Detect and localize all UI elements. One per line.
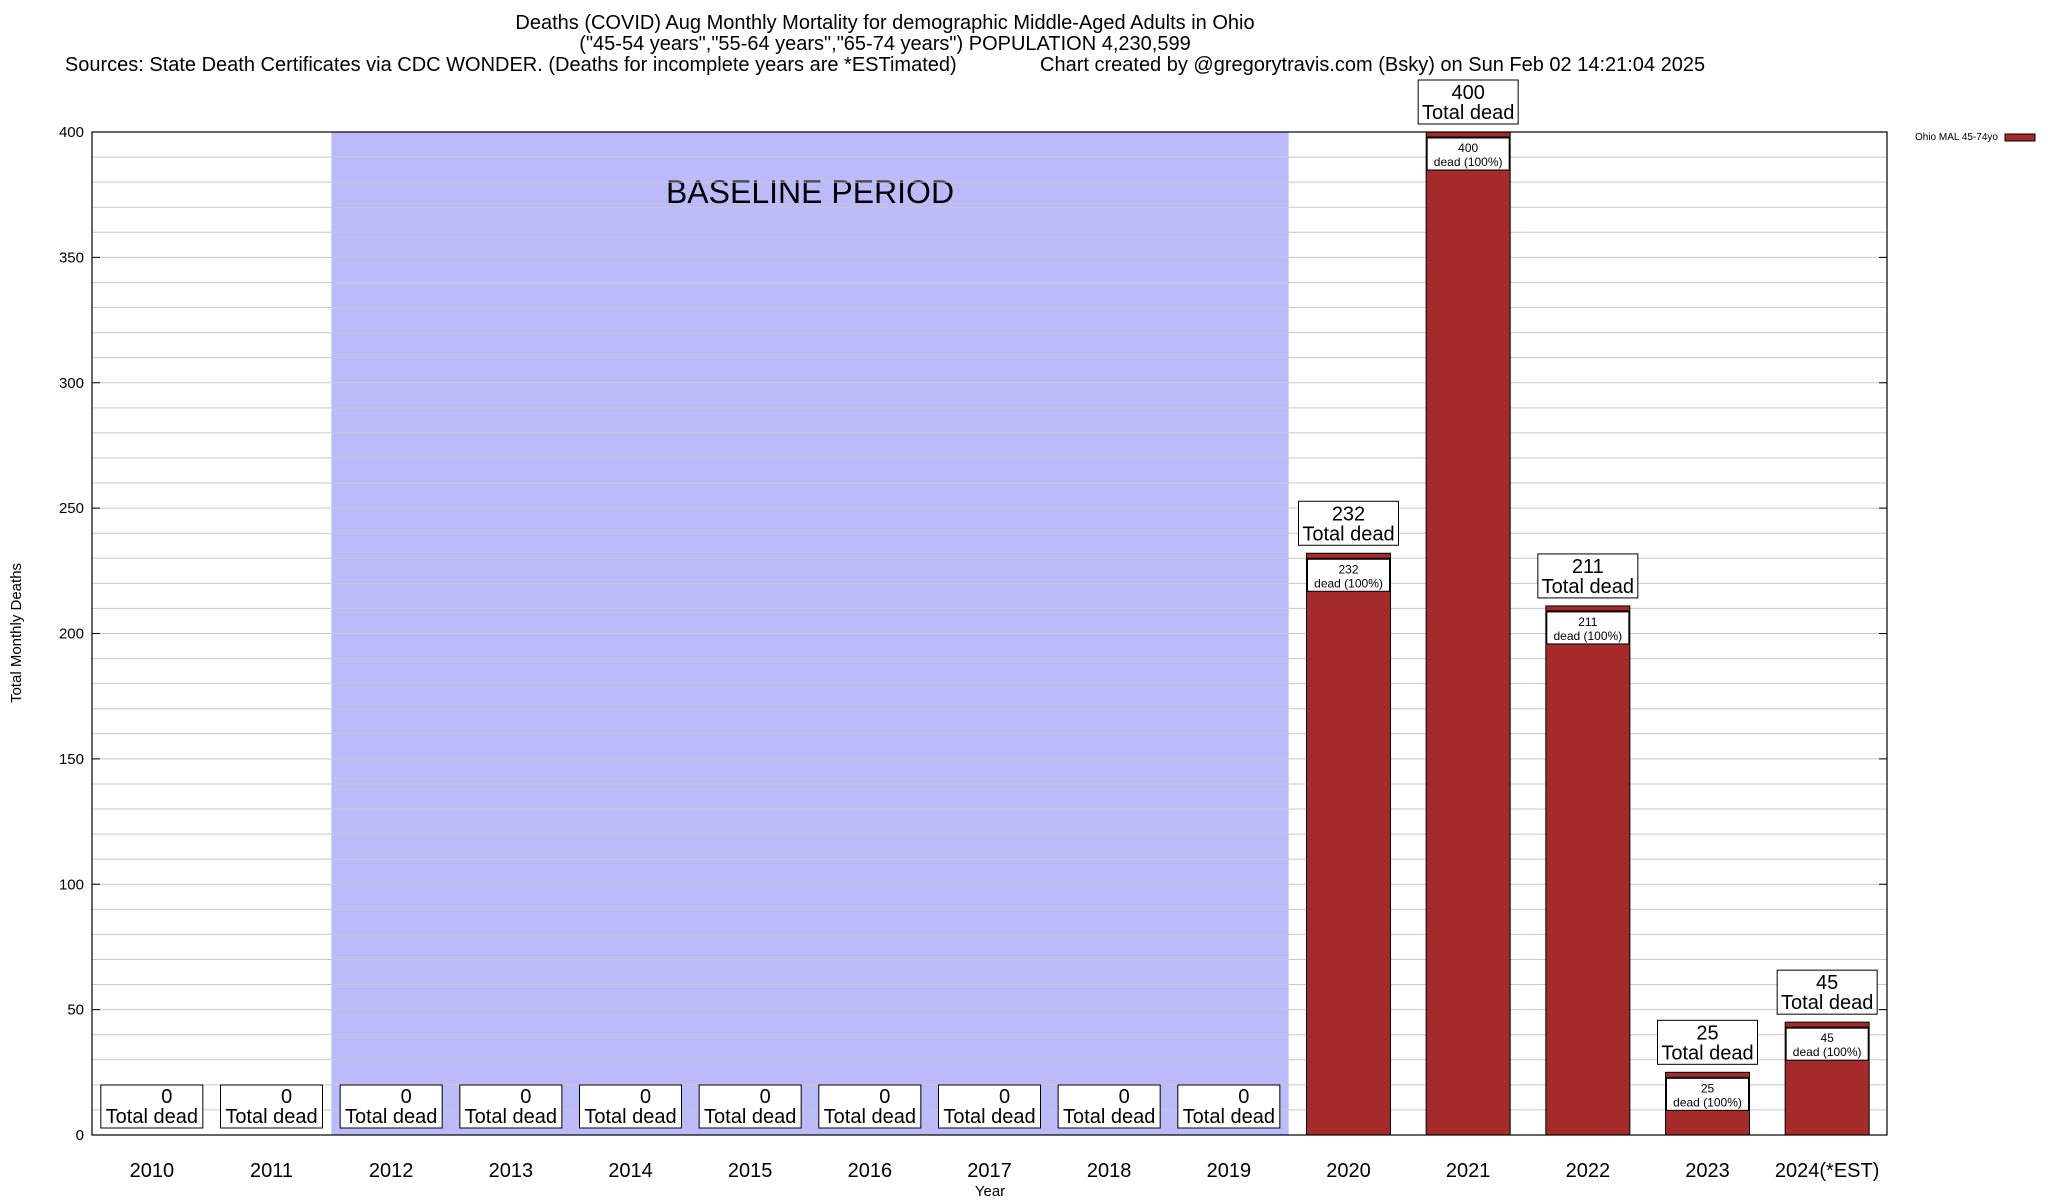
y-tick-label: 0 [76,1127,84,1144]
y-tick-label: 50 [67,1002,84,1019]
chart-source-line: Sources: State Death Certificates via CD… [64,54,1706,76]
total-value: 400 [1451,82,1484,104]
total-label: Total dead [1781,992,1873,1014]
bar-inner-value: 25 [1701,1081,1715,1095]
total-label-box [818,1084,922,1129]
legend: Ohio MAL 45-74yo [1915,132,2036,143]
total-value: 0 [760,1086,771,1108]
total-label: Total dead [584,1106,676,1128]
bar-inner-value: 400 [1458,141,1478,155]
total-label-box [459,1084,563,1129]
y-tick-label: 200 [59,626,84,643]
total-value: 45 [1816,972,1838,994]
x-tick-label: 2018 [1087,1160,1132,1182]
bar [1306,552,1391,1136]
total-value: 0 [281,1086,292,1108]
total-label-box [1298,500,1399,546]
chart-title: Deaths (COVID) Aug Monthly Mortality for… [515,12,1255,34]
x-tick-label: 2015 [728,1160,773,1182]
total-value: 0 [520,1086,531,1108]
total-value: 211 [1572,556,1604,578]
x-tick-label: 2012 [369,1160,414,1182]
bar-inner-label-box [1666,1077,1749,1111]
y-tick-label: 400 [59,124,84,141]
total-label: Total dead [1063,1106,1155,1128]
y-axis-label: Total Monthly Deaths [8,563,25,703]
total-value: 232 [1332,503,1365,525]
bar [1545,605,1631,1136]
bar-inner-value: 45 [1820,1031,1834,1045]
x-tick-label: 2014 [608,1160,653,1182]
total-value: 0 [1119,1086,1130,1108]
bar-inner-value: 232 [1338,562,1358,576]
total-label-box [1537,553,1639,599]
x-tick-label: 2013 [489,1160,534,1182]
total-label-box [938,1084,1041,1129]
total-label-box [1057,1084,1161,1129]
x-tick-label: 2017 [967,1160,1012,1182]
total-label-box [698,1084,802,1129]
legend-label: Ohio MAL 45-74yo [1915,132,1998,143]
bar-inner-label: dead (100%) [1434,155,1503,169]
total-label: Total dead [943,1106,1035,1128]
x-tick-label: 2022 [1566,1160,1611,1182]
total-label-box [1177,1084,1281,1129]
chart-subtitle: ("45-54 years","55-64 years","65-74 year… [579,33,1191,55]
total-label-box [339,1084,443,1129]
total-label-box [579,1084,682,1129]
total-label: Total dead [345,1106,437,1128]
total-label: Total dead [1422,102,1514,124]
total-value: 0 [1238,1086,1249,1108]
total-value: 0 [879,1086,890,1108]
total-label: Total dead [1302,523,1394,545]
total-label: Total dead [824,1106,916,1128]
total-label: Total dead [106,1106,198,1128]
x-tick-label: 2010 [130,1160,175,1182]
bar-inner-label: dead (100%) [1553,629,1622,643]
total-value: 0 [999,1086,1010,1108]
bar-inner-label: dead (100%) [1793,1045,1862,1059]
plot-frame [91,131,1888,1136]
total-label: Total dead [225,1106,317,1128]
total-value: 0 [161,1086,172,1108]
total-label-box [1417,79,1519,125]
baseline-label: BASELINE PERIOD [666,174,954,210]
y-tick-label: 100 [59,876,84,893]
x-tick-label: 2020 [1326,1160,1371,1182]
x-tick-label: 2016 [848,1160,893,1182]
y-tick-label: 150 [59,751,84,768]
x-tick-label: 2019 [1207,1160,1252,1182]
legend-swatch [2004,133,2036,142]
total-label-box [1776,969,1878,1015]
total-value: 25 [1696,1022,1718,1044]
x-tick-label: 2011 [250,1160,293,1182]
total-label: Total dead [1661,1042,1753,1064]
bar-inner-label-box [1307,558,1390,592]
y-tick-label: 300 [59,375,84,392]
x-tick-label: 2021 [1446,1160,1491,1182]
bar-inner-label-box [1426,137,1510,171]
bar-inner-label: dead (100%) [1673,1095,1742,1109]
y-tick-label: 350 [59,249,84,266]
bar-inner-label: dead (100%) [1314,576,1383,590]
x-axis-label: Year [975,1183,1005,1200]
y-tick-label: 250 [59,500,84,517]
total-value: 0 [640,1086,651,1108]
total-value: 0 [401,1086,412,1108]
bar-inner-value: 211 [1578,615,1597,629]
bar-inner-label-box [1546,611,1630,645]
total-label-box [220,1084,323,1129]
bar-inner-label-box [1785,1027,1869,1061]
x-tick-label: 2024(*EST) [1775,1160,1880,1182]
total-label: Total dead [704,1106,796,1128]
total-label: Total dead [1542,576,1634,598]
total-label: Total dead [465,1106,557,1128]
x-tick-label: 2023 [1685,1160,1730,1182]
total-label: Total dead [1183,1106,1275,1128]
total-label-box [100,1084,204,1129]
bar [1425,131,1511,1136]
total-label-box [1657,1019,1758,1065]
